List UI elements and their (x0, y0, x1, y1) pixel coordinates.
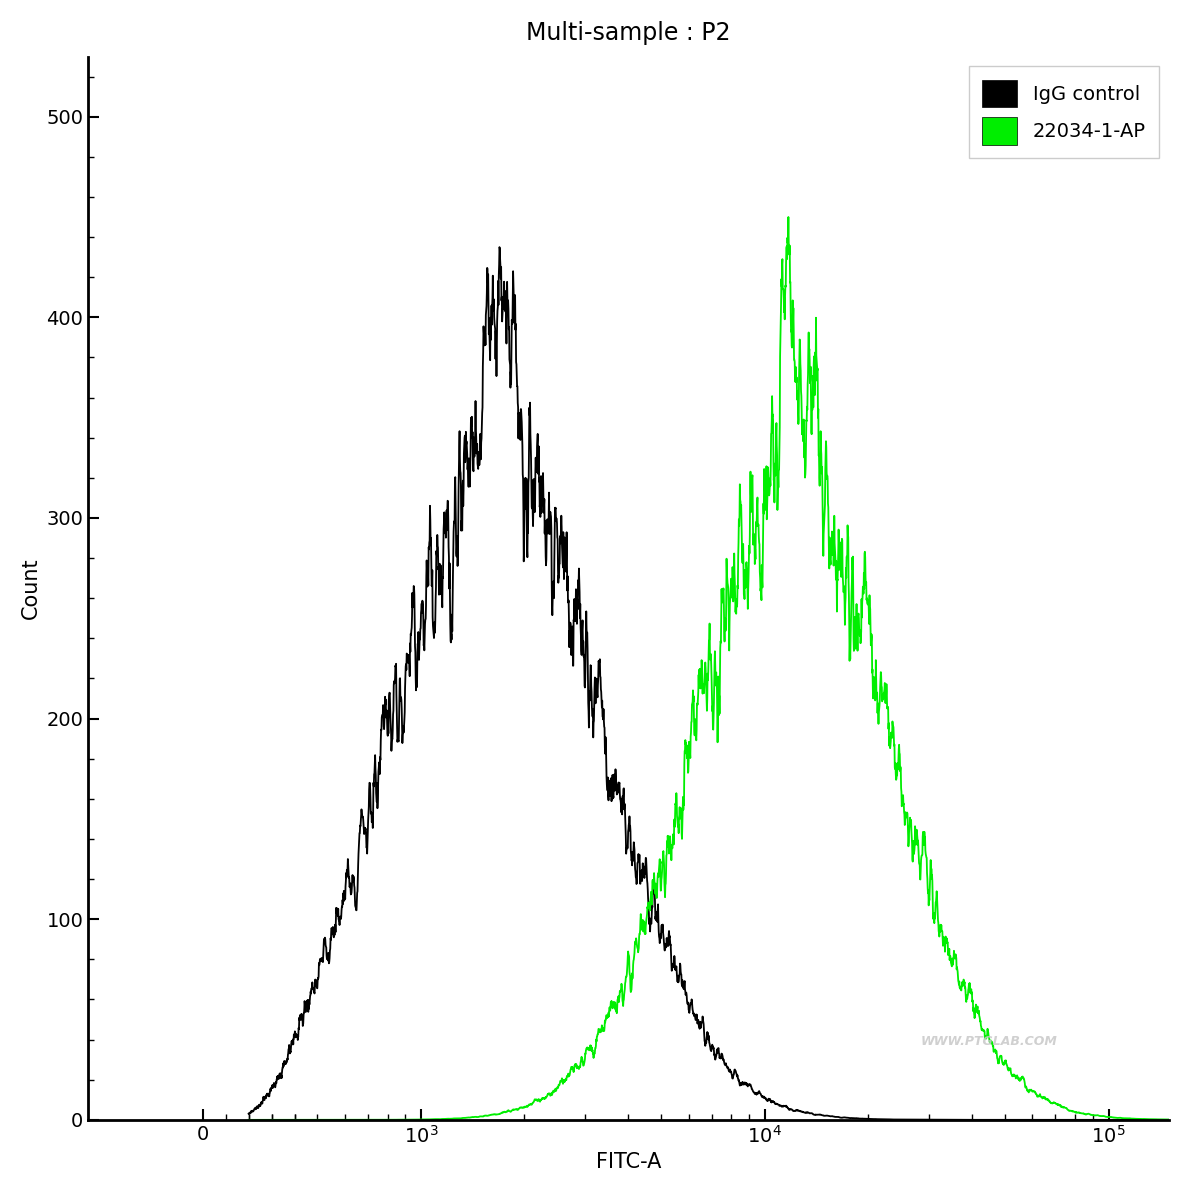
22034-1-AP (294, 1113, 308, 1127)
Legend: IgG control, 22034-1-AP: IgG control, 22034-1-AP (969, 67, 1159, 159)
22034-1-AP (556, 1076, 570, 1090)
IgG control (1170, 1113, 1184, 1127)
IgG control (1044, 1113, 1058, 1127)
IgG control (346, 874, 361, 889)
IgG control (1169, 1113, 1183, 1127)
22034-1-AP (346, 1113, 361, 1127)
Title: Multi-sample : P2: Multi-sample : P2 (526, 20, 731, 45)
IgG control (556, 561, 570, 575)
22034-1-AP (782, 210, 796, 224)
22034-1-AP (242, 1113, 256, 1127)
22034-1-AP (242, 1113, 256, 1127)
Y-axis label: Count: Count (21, 557, 40, 619)
X-axis label: FITC-A: FITC-A (596, 1152, 662, 1173)
IgG control (599, 750, 613, 765)
IgG control (242, 1107, 256, 1121)
22034-1-AP (1044, 1096, 1058, 1111)
22034-1-AP (1151, 1112, 1165, 1126)
IgG control (493, 240, 507, 254)
22034-1-AP (1170, 1113, 1184, 1127)
Line: 22034-1-AP: 22034-1-AP (249, 217, 1177, 1120)
Text: WWW.PTGLAB.COM: WWW.PTGLAB.COM (921, 1036, 1058, 1049)
22034-1-AP (599, 1008, 613, 1022)
IgG control (1151, 1113, 1165, 1127)
IgG control (294, 1013, 308, 1027)
Line: IgG control: IgG control (249, 247, 1177, 1120)
